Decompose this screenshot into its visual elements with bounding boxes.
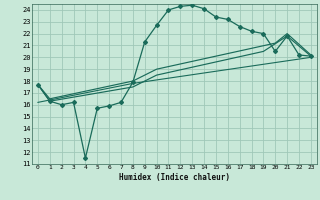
X-axis label: Humidex (Indice chaleur): Humidex (Indice chaleur)	[119, 173, 230, 182]
